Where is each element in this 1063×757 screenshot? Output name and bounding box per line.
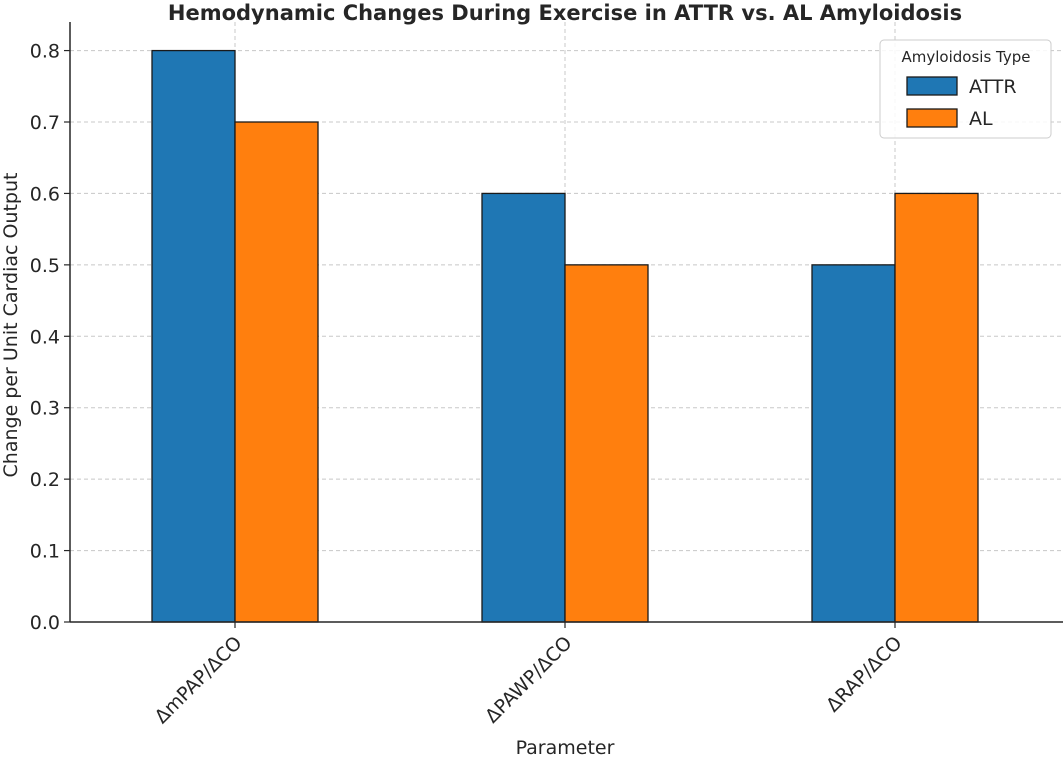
- bars: [151, 49, 979, 623]
- legend-swatch-attr: [906, 76, 958, 96]
- y-tick-label: 0.0: [30, 612, 60, 634]
- legend-title: Amyloidosis Type: [902, 48, 1031, 66]
- x-tick-label: ΔPAWP/ΔCO: [481, 632, 577, 728]
- y-tick-label: 0.2: [30, 469, 60, 491]
- y-tick-label: 0.7: [30, 112, 60, 134]
- legend-label-attr: ATTR: [969, 76, 1017, 98]
- bar-al-0: [234, 121, 319, 623]
- legend-label-al: AL: [969, 108, 993, 130]
- y-tick-label: 0.8: [30, 41, 60, 63]
- bar-attr-0: [151, 49, 236, 623]
- y-tick-label: 0.5: [30, 255, 60, 277]
- legend: Amyloidosis Type ATTR AL: [879, 39, 1052, 139]
- chart-title: Hemodynamic Changes During Exercise in A…: [168, 1, 962, 25]
- y-tick-label: 0.3: [30, 398, 60, 420]
- x-tick-label: ΔmPAP/ΔCO: [150, 632, 246, 728]
- y-tick-label: 0.4: [30, 326, 60, 348]
- legend-swatch-al: [906, 108, 958, 128]
- bar-attr-1: [481, 192, 566, 623]
- y-ticks: 0.0 0.1 0.2 0.3 0.4 0.5 0.6 0.7 0.8: [30, 41, 70, 634]
- y-tick-label: 0.1: [30, 541, 60, 563]
- bar-al-2: [894, 192, 979, 623]
- x-tick-label: ΔRAP/ΔCO: [822, 632, 907, 717]
- x-ticks: ΔmPAP/ΔCO ΔPAWP/ΔCO ΔRAP/ΔCO: [150, 622, 907, 728]
- x-axis-label: Parameter: [516, 737, 615, 757]
- bar-attr-2: [811, 264, 896, 623]
- y-axis-label: Change per Unit Cardiac Output: [0, 173, 22, 478]
- y-tick-label: 0.6: [30, 183, 60, 205]
- bar-al-1: [564, 264, 649, 623]
